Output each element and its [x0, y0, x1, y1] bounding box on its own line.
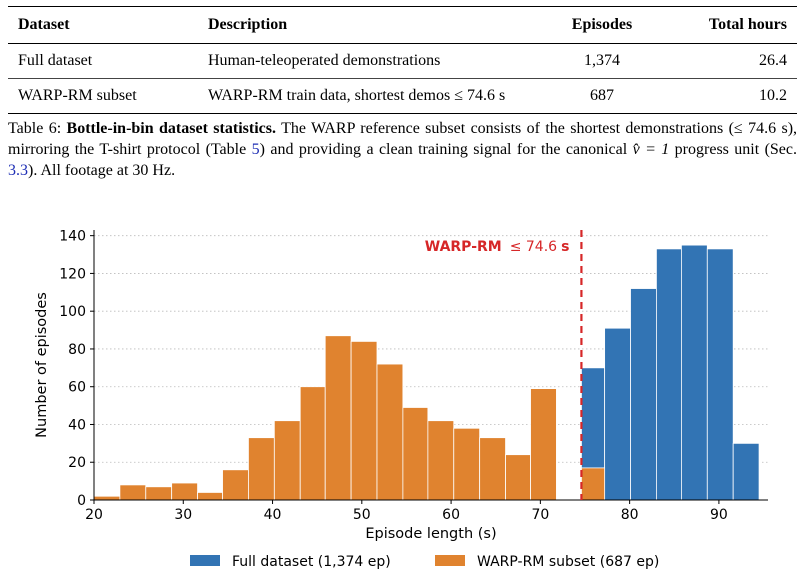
x-tick-label: 30 [174, 507, 192, 523]
threshold-marker: WARP-RM ≤ 74.6 s [425, 230, 583, 500]
x-tick-label: 90 [710, 507, 728, 523]
bar-warp-rm-subset [427, 420, 455, 501]
y-tick-label: 60 [68, 380, 86, 396]
threshold-value: ≤ 74.6 [510, 239, 557, 255]
cell-hours: 10.2 [759, 87, 787, 104]
header-episodes: Episodes [571, 16, 633, 33]
bar-full-dataset [732, 442, 760, 501]
legend-swatch [190, 555, 220, 566]
x-tick-label: 40 [264, 507, 282, 523]
y-axis-label: Number of episodes [34, 292, 50, 438]
bar-warp-rm-subset [581, 467, 606, 501]
y-tick-label: 80 [68, 342, 86, 358]
bar-warp-rm-subset [350, 340, 378, 501]
y-tick-label: 40 [68, 417, 86, 433]
bar-warp-rm-subset [324, 335, 352, 501]
legend-swatch [435, 555, 465, 566]
bar-full-dataset [630, 288, 657, 501]
x-tick-label: 70 [531, 507, 549, 523]
caption-text-3: progress unit (Sec. [669, 141, 798, 158]
bar-warp-rm-subset [453, 427, 481, 501]
x-tick-label: 20 [85, 507, 103, 523]
caption-section-ref[interactable]: 3.3 [8, 162, 28, 179]
bar-warp-rm-subset [248, 437, 275, 501]
bar-warp-rm-subset [93, 495, 121, 501]
bar-warp-rm-subset [145, 486, 173, 501]
dataset-table-container: Dataset Description Episodes Total hours… [8, 6, 797, 114]
bar-warp-rm-subset [402, 407, 429, 501]
caption-math: v̂ = 1 [632, 141, 670, 158]
bar-warp-rm-subset [505, 454, 531, 501]
chart-legend: Full dataset (1,374 ep) WARP-RM subset (6… [190, 554, 659, 570]
table-row: WARP-RM subset WARP-RM train data, short… [8, 79, 797, 114]
cell-description: WARP-RM train data, shortest demos ≤ 74.… [208, 87, 506, 104]
legend-label: Full dataset (1,374 ep) [232, 554, 391, 570]
y-tick-label: 0 [77, 493, 86, 509]
bar-warp-rm-subset [479, 437, 506, 501]
cell-episodes: 687 [590, 87, 614, 104]
legend-label: WARP-RM subset (687 ep) [477, 554, 659, 570]
caption-title: Bottle-in-bin dataset statistics. [66, 120, 276, 137]
caption-text-1: The WARP reference subset consists of th… [8, 120, 798, 158]
bar-warp-rm-subset [197, 492, 223, 501]
caption-label: Table 6: [8, 120, 62, 137]
cell-hours: 26.4 [759, 52, 787, 69]
threshold-name: WARP-RM [425, 239, 502, 255]
bar-warp-rm-subset [299, 386, 326, 501]
x-tick-label: 80 [621, 507, 639, 523]
threshold-unit: s [561, 239, 569, 255]
bar-full-dataset [656, 248, 682, 501]
caption-text-4: ). All footage at 30 Hz. [28, 162, 176, 179]
histogram-bars [93, 244, 760, 501]
bar-full-dataset [681, 244, 708, 501]
bar-warp-rm-subset [530, 388, 557, 501]
threshold-label: WARP-RM ≤ 74.6 s [425, 239, 570, 255]
legend-item-warp-rm-subset: WARP-RM subset (687 ep) [435, 554, 659, 570]
y-tick-label: 20 [68, 455, 86, 471]
bar-full-dataset [706, 248, 734, 501]
header-total-hours: Total hours [708, 16, 787, 33]
cell-description: Human-teleoperated demonstrations [208, 52, 441, 69]
bar-warp-rm-subset [273, 420, 301, 501]
table-header-row: Dataset Description Episodes Total hours [8, 6, 797, 44]
bar-full-dataset [604, 327, 631, 501]
dataset-table: Dataset Description Episodes Total hours… [8, 6, 797, 114]
caption-table-ref[interactable]: 5 [251, 141, 260, 158]
x-tick-label: 50 [353, 507, 371, 523]
y-tick-label: 140 [59, 229, 86, 245]
bar-warp-rm-subset [171, 482, 198, 501]
cell-episodes: 1,374 [584, 52, 620, 69]
bar-warp-rm-subset [222, 469, 249, 501]
header-dataset: Dataset [18, 16, 70, 33]
y-tick-label: 100 [59, 304, 86, 320]
bar-warp-rm-subset [119, 484, 147, 501]
cell-dataset: WARP-RM subset [18, 87, 137, 104]
table-row: Full dataset Human-teleoperated demonstr… [8, 44, 797, 79]
y-tick-label: 120 [59, 266, 86, 282]
bar-warp-rm-subset [376, 363, 404, 501]
table-caption: Table 6: Bottle-in-bin dataset statistic… [8, 118, 797, 181]
legend-item-full-dataset: Full dataset (1,374 ep) [190, 554, 391, 570]
header-description: Description [208, 16, 288, 33]
x-tick-label: 60 [442, 507, 460, 523]
caption-text-2: ) and providing a clean training signal … [259, 141, 633, 158]
x-axis-label: Episode length (s) [365, 526, 496, 542]
cell-dataset: Full dataset [18, 52, 93, 69]
